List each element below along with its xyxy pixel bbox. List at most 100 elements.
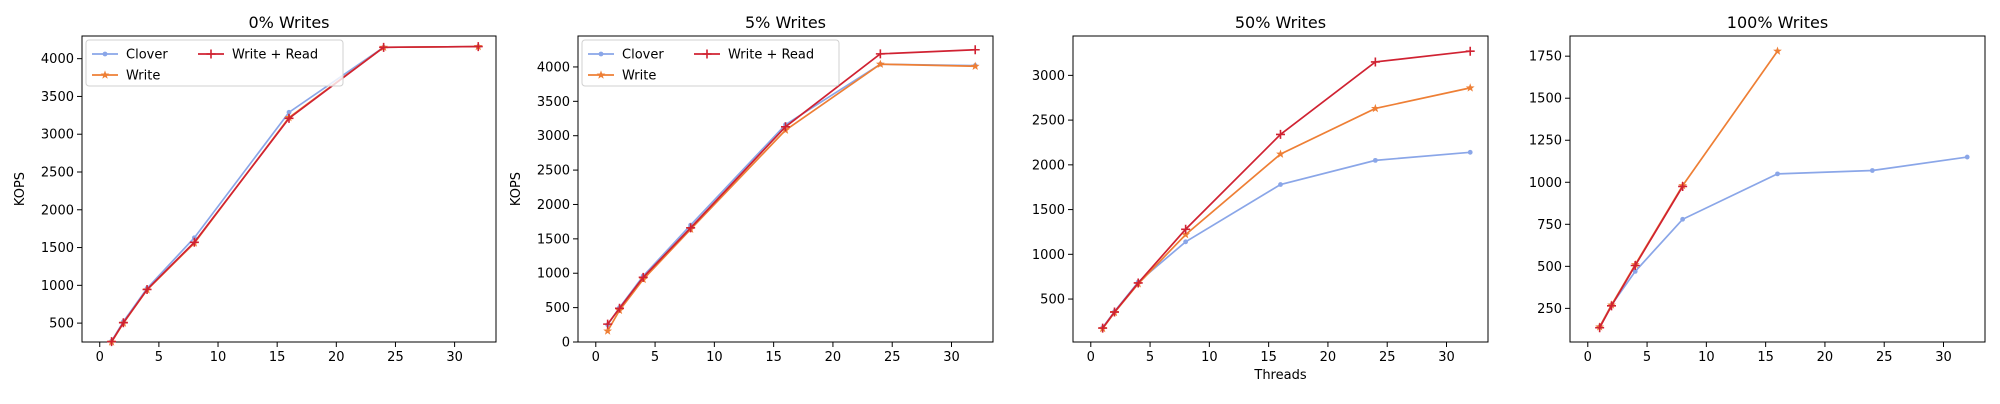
axes-frame [1569, 35, 1986, 343]
series-line [1598, 156, 1968, 328]
y-tick-label: 2500 [41, 166, 74, 181]
data-point [1595, 323, 1605, 333]
y-tick-label: 1500 [1529, 92, 1562, 107]
data-point [1465, 83, 1475, 92]
axes-frame [81, 35, 497, 343]
legend-label: Clover [126, 48, 168, 63]
data-point [1110, 307, 1119, 317]
data-point [970, 61, 980, 70]
x-tick-label: 30 [1935, 350, 1952, 365]
series-3 [603, 45, 980, 329]
y-tick-label: 500 [1537, 260, 1562, 275]
series-line [1101, 50, 1471, 329]
data-point [1181, 230, 1191, 239]
data-point [970, 45, 980, 55]
y-axis-label: KOPS [13, 172, 28, 206]
data-point [286, 109, 292, 115]
x-tick-label: 15 [1260, 350, 1277, 365]
data-point [1467, 149, 1473, 155]
x-tick-label: 5 [1146, 350, 1154, 365]
data-point [189, 237, 199, 247]
series-line [606, 63, 976, 332]
data-point [1465, 46, 1475, 56]
y-tick-label: 3500 [41, 90, 74, 105]
x-tick-label: 15 [269, 350, 286, 365]
legend-marker [702, 49, 712, 59]
y-tick-label: 1000 [537, 267, 570, 282]
series-1 [1597, 154, 1970, 330]
x-tick-label: 0 [1584, 350, 1592, 365]
chart-panel-3: 50% Writes 0 5 10 15 20 25 30 500 1000 1500 2000 250… [1032, 13, 1489, 383]
legend-box [85, 39, 344, 87]
series-1 [1100, 149, 1473, 331]
chart-panel-4: 100% Writes 0 5 10 15 20 25 30 250 500 750 1000 1250… [1529, 13, 1986, 365]
data-point [875, 49, 885, 59]
data-point [1607, 301, 1616, 311]
x-tick-label: 30 [943, 350, 960, 365]
data-point [191, 235, 197, 241]
y-tick-label: 0 [562, 336, 570, 351]
x-tick-label: 25 [1876, 350, 1893, 365]
data-point [1632, 268, 1638, 274]
y-tick-label: 3000 [41, 128, 74, 143]
x-tick-label: 30 [446, 350, 463, 365]
legend-marker [102, 51, 108, 57]
x-tick-label: 20 [1320, 350, 1337, 365]
x-tick-label: 15 [765, 350, 782, 365]
y-tick-label: 2500 [537, 164, 570, 179]
y-tick-label: 1750 [1529, 50, 1562, 65]
x-tick-label: 10 [1698, 350, 1715, 365]
series-line [110, 45, 479, 342]
y-tick-label: 1500 [41, 241, 74, 256]
y-tick-label: 500 [545, 301, 570, 316]
legend-marker [598, 51, 604, 57]
data-point [1775, 171, 1780, 177]
data-point [1370, 103, 1380, 113]
data-point [1276, 129, 1285, 139]
x-axis-label: Threads [1253, 368, 1306, 383]
y-tick-label: 4000 [41, 52, 74, 67]
series-2 [603, 59, 980, 335]
data-point [1372, 157, 1378, 163]
legend-label: Write [622, 69, 656, 84]
legend-label: Write + Read [728, 48, 814, 63]
data-point [1678, 181, 1688, 191]
chart-panel-1: 0% Writes 0 5 10 15 20 25 30 500 1000 1500 2000 2500… [13, 13, 497, 365]
data-point [1869, 168, 1875, 173]
x-tick-label: 0 [592, 350, 600, 365]
y-tick-label: 2000 [537, 198, 570, 213]
chart-title: 50% Writes [1235, 13, 1326, 32]
series-line [606, 63, 976, 326]
data-point [118, 318, 128, 328]
series-line [1598, 186, 1684, 329]
data-point [1964, 154, 1970, 160]
x-tick-label: 20 [1817, 350, 1834, 365]
y-tick-label: 3500 [537, 95, 570, 110]
series-2 [107, 41, 483, 346]
data-point [107, 337, 117, 347]
data-point [1278, 182, 1283, 187]
legend-label: Write [126, 69, 160, 84]
y-tick-label: 3000 [537, 129, 570, 144]
y-tick-label: 3000 [1032, 69, 1065, 84]
data-point [875, 59, 885, 68]
data-point [473, 42, 483, 52]
chart-panel-2: 5% Writes 0 5 10 15 20 25 30 0 500 1000 1500 2000 250… [509, 13, 994, 365]
data-point [781, 122, 790, 132]
x-tick-label: 15 [1757, 350, 1774, 365]
data-point [1183, 239, 1189, 245]
x-tick-label: 5 [651, 350, 659, 365]
data-point [603, 319, 613, 329]
legend-marker [100, 70, 110, 79]
legend-box [581, 39, 840, 87]
series-3 [107, 42, 483, 347]
y-tick-label: 500 [49, 317, 74, 332]
data-point [603, 326, 613, 335]
series-line [1101, 87, 1471, 330]
x-tick-label: 10 [1201, 350, 1218, 365]
data-point [686, 223, 696, 233]
series-3 [1595, 181, 1688, 333]
legend-label: Clover [622, 48, 664, 63]
data-point [638, 272, 648, 282]
